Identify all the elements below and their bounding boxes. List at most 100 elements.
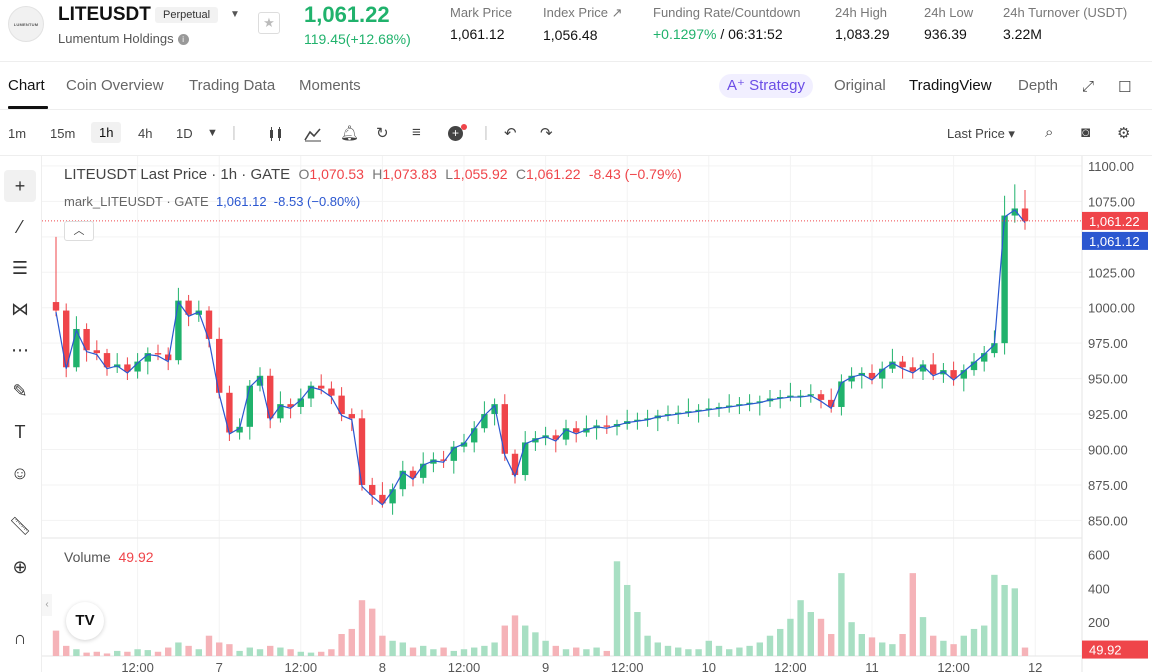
- timeframe-dropdown-icon[interactable]: ▼: [207, 127, 218, 139]
- timeframe-4h[interactable]: 4h: [138, 126, 153, 141]
- candle-body: [358, 418, 366, 485]
- volume-bar: [1011, 588, 1018, 656]
- open-label: O: [298, 166, 310, 182]
- tab-moments[interactable]: Moments: [299, 77, 361, 94]
- crosshair-icon[interactable]: +: [4, 170, 36, 202]
- drawing-toolbar: + ⁄ ☰ ⋈ ⋯ ✎ T ☺ 📏︎ ⊕ ∩: [0, 156, 42, 672]
- horizontal-lines-icon[interactable]: ☰: [11, 257, 29, 278]
- info-icon[interactable]: i: [177, 34, 189, 45]
- volume-bar: [746, 645, 753, 656]
- volume-bar: [562, 649, 570, 656]
- volume-bar: [369, 608, 376, 656]
- candle-body: [746, 402, 753, 405]
- volume-bar: [705, 640, 712, 656]
- stat-value: 1,083.29: [835, 26, 890, 42]
- settings-gear-icon[interactable]: ⚙: [1117, 125, 1131, 142]
- pattern-icon[interactable]: ⋈: [11, 298, 29, 319]
- stat-label: 24h Low: [924, 5, 974, 20]
- favorite-star-icon[interactable]: ★: [258, 12, 280, 34]
- candle-body: [981, 353, 988, 362]
- volume-bar: [154, 651, 162, 656]
- symbol-name[interactable]: LITEUSDT: [58, 4, 151, 25]
- tab-tradingview[interactable]: TradingView: [909, 77, 992, 94]
- search-icon[interactable]: ⌕: [1045, 124, 1054, 141]
- volume-bar: [838, 573, 845, 656]
- volume-bar: [522, 625, 529, 656]
- volume-bar: [358, 600, 366, 656]
- stat-value: 936.39: [924, 26, 967, 42]
- candle-body: [216, 338, 223, 393]
- candle-body: [471, 428, 478, 443]
- candle-body: [481, 414, 488, 429]
- stat-index-price[interactable]: Index Price ↗ 1,056.48: [543, 5, 623, 43]
- candle-body: [134, 361, 141, 372]
- tab-chart[interactable]: Chart: [8, 77, 45, 94]
- candle-body: [522, 442, 529, 476]
- volume-bar: [981, 625, 988, 656]
- volume-bar: [542, 640, 549, 656]
- toolbar-divider: |: [484, 124, 488, 141]
- tab-coin-overview[interactable]: Coin Overview: [66, 77, 164, 94]
- stat-funding-rate[interactable]: Funding Rate/Countdown +0.1297% / 06:31:…: [653, 5, 800, 42]
- volume-bar: [726, 649, 733, 656]
- tradingview-logo[interactable]: TV: [66, 602, 104, 640]
- trend-line-icon[interactable]: ⁄: [18, 216, 22, 237]
- brush-icon[interactable]: ✎: [12, 380, 28, 401]
- volume-bar: [134, 649, 141, 656]
- window-icon[interactable]: ☐: [1118, 79, 1132, 96]
- text-tool-icon[interactable]: T: [14, 421, 26, 442]
- volume-bar: [1021, 647, 1029, 656]
- chart-canvas[interactable]: 1100.001075.001050.001025.001000.00975.0…: [42, 156, 1152, 672]
- volume-bar: [481, 645, 488, 656]
- panel-scroll-handle[interactable]: ‹: [42, 594, 52, 616]
- replay-icon[interactable]: ↻: [376, 125, 389, 142]
- volume-bar: [552, 645, 559, 656]
- stat-value: 1,061.12: [450, 26, 505, 42]
- undo-icon[interactable]: ↶: [504, 125, 517, 142]
- candle-body: [807, 394, 814, 396]
- camera-icon[interactable]: ◙: [1081, 124, 1091, 141]
- candle-body: [175, 300, 182, 361]
- candle-body: [879, 368, 886, 379]
- candle-body: [154, 353, 162, 355]
- tab-depth[interactable]: Depth: [1018, 77, 1059, 94]
- emoji-icon[interactable]: ☺: [10, 462, 30, 483]
- templates-icon[interactable]: ≡: [412, 124, 421, 141]
- candle-body: [246, 385, 253, 427]
- add-compare-icon[interactable]: +: [448, 124, 467, 141]
- symbol-dropdown-icon[interactable]: ▼: [230, 9, 240, 20]
- price-type-select[interactable]: Last Price ▾: [947, 126, 1015, 141]
- timeframe-1m[interactable]: 1m: [8, 126, 27, 141]
- candle-body: [277, 404, 284, 419]
- strategy-button[interactable]: A⁺ Strategy: [719, 74, 813, 98]
- volume-bar: [430, 649, 437, 656]
- zoom-icon[interactable]: ⊕: [12, 556, 28, 577]
- candle-type-icon[interactable]: [268, 127, 284, 141]
- tab-original[interactable]: Original: [834, 77, 886, 94]
- collapse-legend-button[interactable]: ︿: [64, 221, 94, 241]
- volume-bar: [216, 642, 223, 656]
- magnet-icon[interactable]: ∩: [13, 627, 27, 648]
- redo-icon[interactable]: ↷: [540, 125, 553, 142]
- funding-countdown: / 06:31:52: [716, 26, 783, 42]
- fullscreen-icon[interactable]: ⤢: [1082, 78, 1095, 95]
- volume-bar: [858, 634, 865, 656]
- volume-bar: [409, 647, 417, 656]
- timeframe-1h[interactable]: 1h: [91, 122, 122, 143]
- price-chart[interactable]: 1100.001075.001050.001025.001000.00975.0…: [42, 156, 1152, 672]
- price-change: 119.45(+12.68%): [304, 31, 411, 47]
- timeframe-15m[interactable]: 15m: [50, 126, 76, 141]
- timeframe-1d[interactable]: 1D: [176, 126, 193, 141]
- volume-bar: [787, 618, 794, 656]
- volume-bar: [389, 640, 396, 656]
- candle-body: [307, 385, 315, 399]
- coin-logo: LUMENTUM: [8, 6, 44, 42]
- alert-icon[interactable]: 🔔︎: [340, 125, 360, 142]
- volume-bar: [93, 651, 100, 656]
- tab-trading-data[interactable]: Trading Data: [189, 77, 276, 94]
- indicators-icon[interactable]: [304, 126, 322, 142]
- time-tick-label: 12:00: [937, 660, 970, 672]
- ruler-icon[interactable]: 📏︎: [8, 515, 32, 536]
- fibonacci-icon[interactable]: ⋯: [11, 339, 29, 360]
- stat-24h-high: 24h High 1,083.29: [835, 5, 890, 42]
